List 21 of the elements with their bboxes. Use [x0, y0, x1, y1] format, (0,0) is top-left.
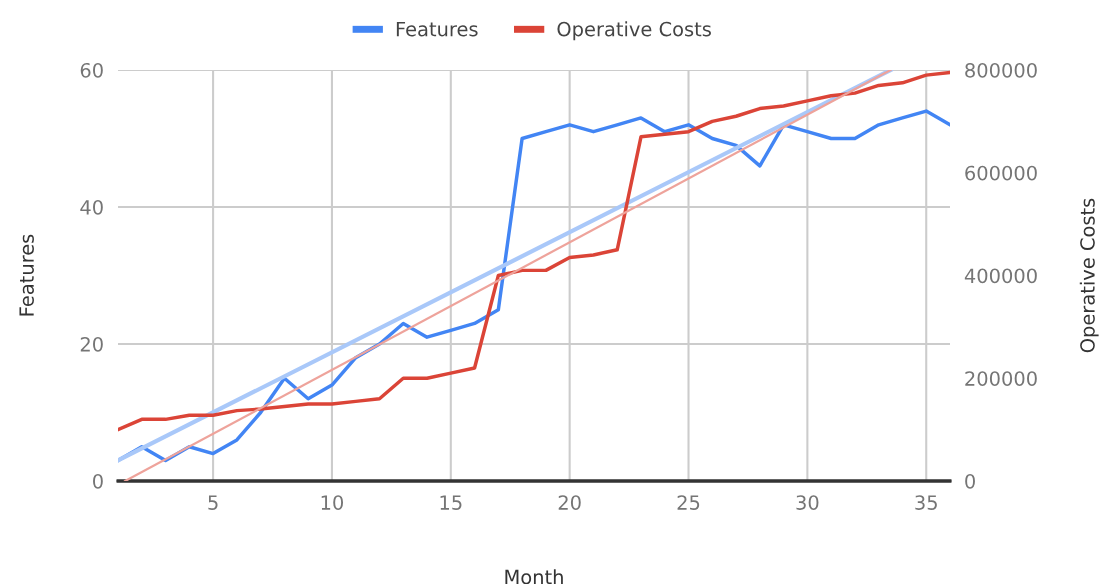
x-tick-label: 20 — [558, 495, 581, 510]
y-axis-title: Features — [19, 234, 34, 316]
y-tick-label: 60 — [80, 62, 103, 78]
y2-tick-label: 600000 — [965, 165, 1037, 181]
y2-tick-label: 200000 — [965, 371, 1037, 386]
y-tick-label: 40 — [80, 199, 103, 215]
y2-tick-label: 0 — [965, 473, 975, 489]
y2-tick-label: 400000 — [964, 268, 1037, 284]
y-tick-label: 0 — [93, 473, 103, 489]
x-tick-label: 15 — [440, 495, 462, 510]
x-tick-label: 30 — [796, 495, 819, 510]
legend-label: Operative Costs — [557, 21, 711, 41]
x-tick-label: 25 — [677, 495, 700, 510]
y-tick-label: 20 — [80, 336, 103, 352]
x-tick-label: 10 — [321, 495, 344, 510]
x-tick-label: 35 — [915, 495, 937, 510]
y2-tick-label: 800000 — [965, 62, 1037, 78]
x-tick-label: 5 — [208, 495, 218, 510]
legend-label: Features — [396, 21, 478, 37]
x-axis-title: Month — [505, 569, 563, 584]
y2-axis-title: Operative Costs — [1079, 198, 1099, 353]
